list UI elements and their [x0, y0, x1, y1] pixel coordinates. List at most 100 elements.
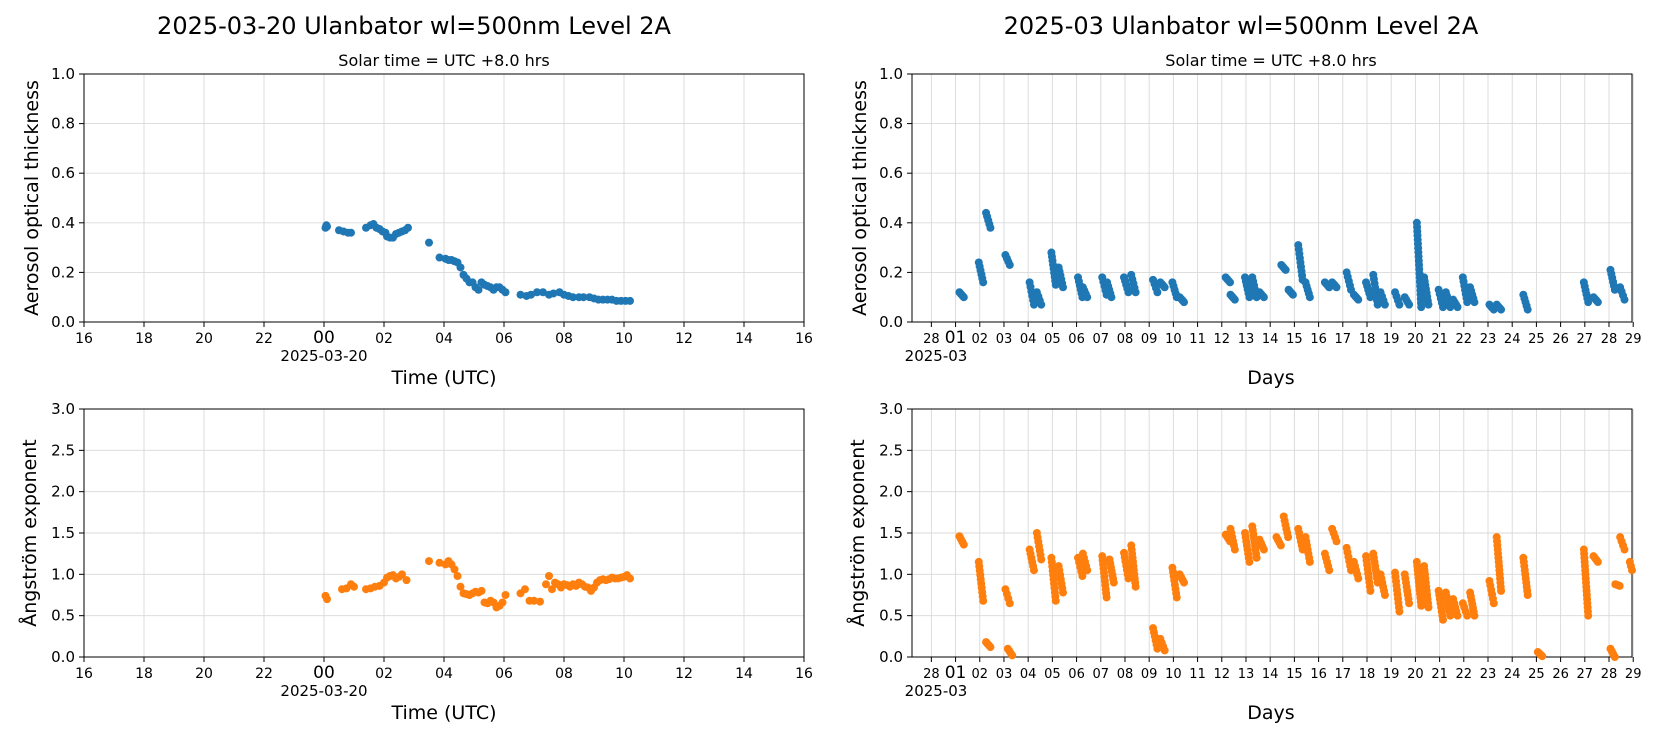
y-axis-label: Aerosol optical thickness: [849, 80, 871, 316]
data-point: [1059, 588, 1068, 597]
x-tick-label: 18: [1359, 332, 1376, 347]
data-point: [402, 576, 411, 585]
data-point: [1453, 303, 1462, 312]
data-point: [1131, 288, 1140, 297]
data-point: [1102, 593, 1111, 602]
data-point: [450, 565, 459, 574]
y-tick-label: 0.4: [879, 214, 903, 232]
x-tick-label: 12: [1214, 667, 1231, 682]
x-tick-label: 24: [1504, 332, 1521, 347]
data-point: [1620, 295, 1629, 304]
data-point: [1029, 300, 1038, 309]
x-tick-label: 19: [1383, 332, 1400, 347]
data-point: [986, 223, 995, 232]
data-point: [1160, 283, 1169, 292]
data-point: [1438, 303, 1447, 312]
data-point: [1470, 611, 1479, 620]
x-tick-label: 04: [435, 666, 453, 682]
data-point: [435, 253, 444, 262]
chart-subtitle: Solar time = UTC +8.0 hrs: [1165, 51, 1376, 70]
chart-title: 2025-03 Ulanbator wl=500nm Level 2A: [1004, 12, 1479, 40]
y-tick-label: 1.0: [879, 65, 903, 83]
y-tick-label: 1.0: [51, 65, 75, 83]
data-point: [1051, 280, 1060, 289]
data-point: [1354, 574, 1363, 583]
y-axis-label: Ångström exponent: [846, 439, 869, 627]
x-tick-label: 27: [1577, 667, 1594, 682]
x-tick-label: 08: [1117, 667, 1134, 682]
y-tick-label: 0.8: [879, 115, 903, 133]
y-tick-label: 2.0: [51, 483, 75, 501]
x-tick-label: 09: [1141, 667, 1158, 682]
data-point: [1109, 578, 1118, 587]
data-point: [350, 582, 358, 591]
data-point: [425, 557, 433, 566]
data-point: [1124, 574, 1133, 583]
x-tick-label: 08: [555, 331, 573, 347]
x-axis-label: Days: [1247, 367, 1294, 389]
data-point: [1107, 293, 1116, 302]
aot-daily-panel: 2025-03-20 Ulanbator wl=500nm Level 2A S…: [21, 12, 813, 389]
y-tick-label: 0.2: [879, 263, 903, 281]
x-tick-label: 01: [945, 663, 967, 683]
data-point: [474, 285, 483, 294]
data-point: [1083, 566, 1092, 575]
y-tick-label: 1.0: [879, 565, 903, 583]
data-point: [1615, 581, 1624, 590]
data-point: [579, 293, 588, 302]
x-tick-label: 12: [675, 666, 693, 682]
x-tick-label: 10: [1165, 667, 1182, 682]
x-date-label: 2025-03: [905, 682, 968, 700]
data-point: [1453, 611, 1462, 620]
x-tick-label: 06: [1068, 667, 1085, 682]
x-tick-label: 15: [1286, 332, 1303, 347]
x-tick-label: 17: [1335, 667, 1352, 682]
chart-subtitle: Solar time = UTC +8.0 hrs: [338, 51, 549, 70]
y-tick-label: 3.0: [51, 400, 75, 418]
x-tick-label: 20: [195, 666, 213, 682]
data-point: [1395, 607, 1404, 616]
data-point: [626, 574, 634, 583]
data-point: [1131, 582, 1140, 591]
x-tick-label: 28: [1601, 667, 1618, 682]
y-tick-label: 0.0: [879, 313, 903, 331]
data-point: [1124, 288, 1133, 297]
x-axis-label: Time (UTC): [390, 702, 496, 724]
data-point: [516, 290, 525, 299]
data-point: [1380, 300, 1389, 309]
x-tick-label: 21: [1431, 667, 1448, 682]
x-tick-label: 13: [1238, 332, 1255, 347]
x-tick-label: 18: [135, 666, 153, 682]
x-tick-label: 26: [1552, 667, 1569, 682]
x-tick-label: 02: [375, 666, 393, 682]
data-point: [1153, 288, 1162, 297]
data-point: [1354, 295, 1363, 304]
plot-frame: [83, 73, 805, 323]
data-point: [1078, 571, 1087, 580]
data-point: [521, 585, 529, 594]
x-tick-label: 20: [195, 331, 213, 347]
data-point: [527, 290, 535, 299]
x-tick-label: 14: [1262, 667, 1279, 682]
data-point: [1620, 545, 1629, 554]
x-tick-label: 06: [1068, 332, 1085, 347]
x-tick-label: 15: [1286, 667, 1303, 682]
x-tick-label: 18: [135, 331, 153, 347]
data-point: [1037, 555, 1046, 564]
data-point: [1584, 611, 1593, 620]
data-point: [1446, 611, 1455, 620]
data-point: [1005, 260, 1014, 269]
data-point: [542, 580, 550, 589]
data-point: [1160, 646, 1169, 655]
data-point: [435, 558, 444, 567]
data-point: [323, 222, 331, 231]
x-tick-label: 25: [1528, 667, 1545, 682]
data-point: [626, 296, 634, 305]
x-tick-label: 04: [435, 331, 453, 347]
data-point: [1245, 557, 1254, 566]
data-point: [1252, 553, 1261, 562]
y-tick-label: 0.6: [879, 164, 903, 182]
x-axis-label: Days: [1247, 702, 1294, 724]
data-point: [477, 586, 486, 595]
